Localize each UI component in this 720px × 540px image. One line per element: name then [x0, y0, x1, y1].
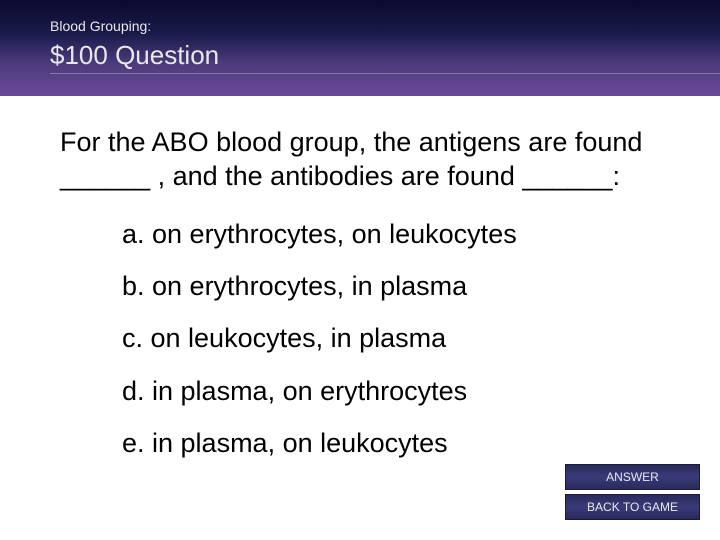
option-d: d. in plasma, on erythrocytes: [122, 375, 660, 407]
options-list: a. on erythrocytes, on leukocytes b. on …: [60, 218, 660, 460]
nav-buttons: ANSWER BACK TO GAME: [565, 464, 700, 520]
slide-header: Blood Grouping: $100 Question: [0, 0, 720, 96]
slide-content: For the ABO blood group, the antigens ar…: [0, 96, 720, 459]
option-b: b. on erythrocytes, in plasma: [122, 270, 660, 302]
question-title: $100 Question: [50, 40, 720, 71]
question-text: For the ABO blood group, the antigens ar…: [60, 126, 660, 194]
category-label: Blood Grouping:: [50, 18, 720, 34]
back-to-game-button[interactable]: BACK TO GAME: [565, 494, 700, 520]
answer-button[interactable]: ANSWER: [565, 464, 700, 490]
option-c: c. on leukocytes, in plasma: [122, 322, 660, 354]
option-a: a. on erythrocytes, on leukocytes: [122, 218, 660, 250]
option-e: e. in plasma, on leukocytes: [122, 427, 660, 459]
